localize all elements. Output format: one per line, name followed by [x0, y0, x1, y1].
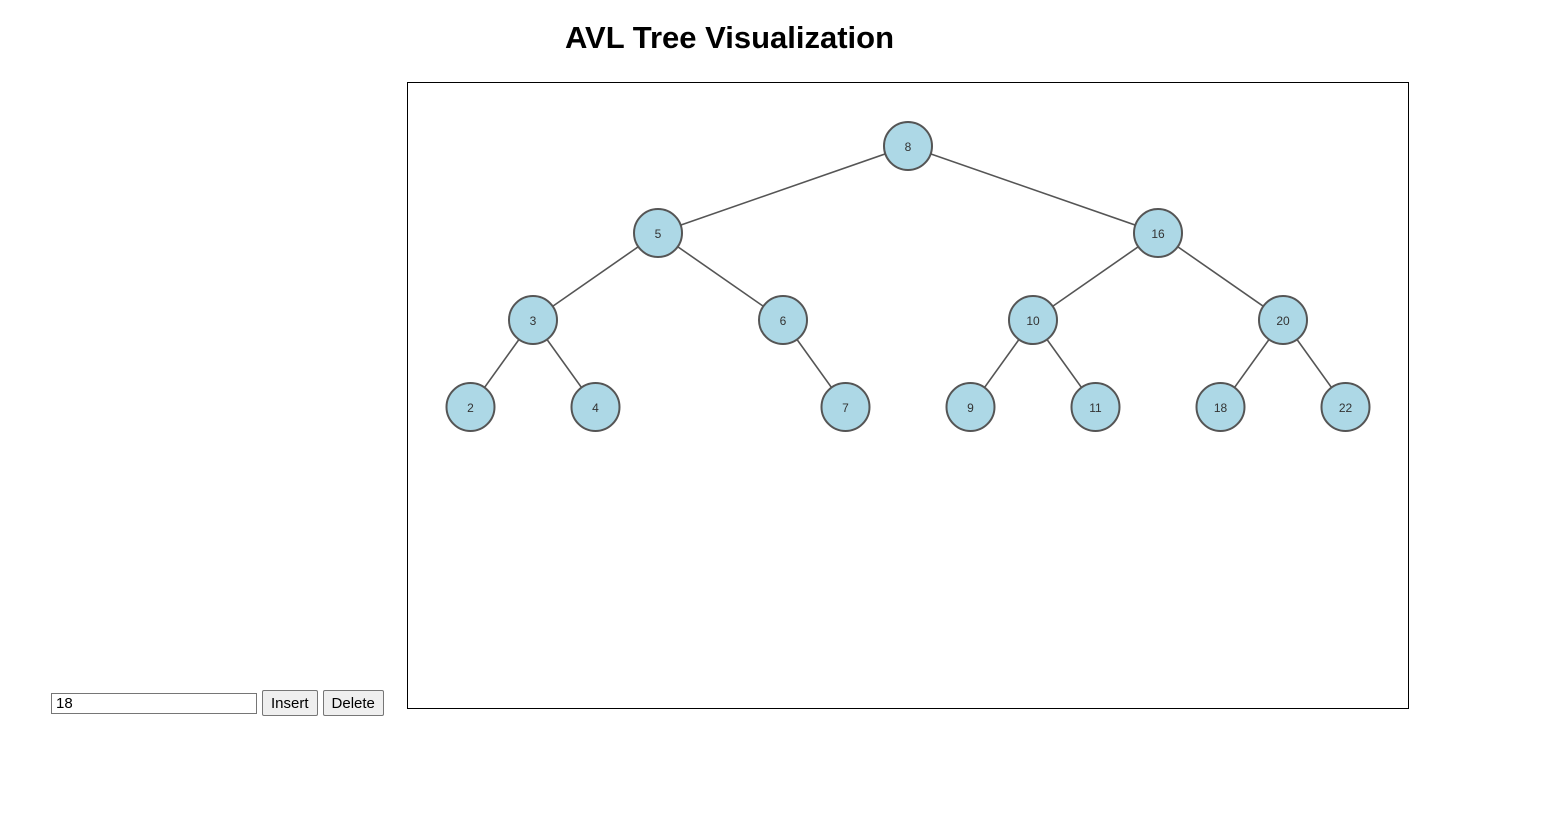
tree-node-10: 10 [1008, 295, 1058, 345]
tree-node-circle [633, 208, 683, 258]
tree-node-circle [820, 382, 871, 432]
tree-node-label: 18 [1214, 401, 1228, 415]
tree-node-label: 6 [780, 314, 787, 328]
delete-button[interactable]: Delete [322, 690, 384, 716]
tree-svg: 8 5 3 2 4 6 7 16 10 9 11 20 18 22 [445, 121, 1371, 432]
tree-node-circle [1195, 382, 1246, 432]
controls-bar: Insert Delete [51, 690, 384, 716]
tree-node-9: 9 [945, 382, 996, 432]
tree-node-label: 8 [905, 140, 912, 154]
tree-node-circle [758, 295, 808, 345]
tree-node-circle [508, 295, 558, 345]
tree-node-circle [445, 382, 496, 432]
tree-canvas: 8 5 3 2 4 6 7 16 10 9 11 20 18 22 [407, 82, 1409, 709]
tree-edge [657, 232, 784, 321]
value-input[interactable] [51, 692, 257, 714]
tree-node-circle [1008, 295, 1058, 345]
tree-node-circle [1070, 382, 1121, 432]
tree-node-label: 22 [1339, 401, 1353, 415]
tree-node-label: 20 [1276, 314, 1290, 328]
tree-node-label: 4 [592, 401, 599, 415]
tree-node-label: 11 [1089, 401, 1102, 415]
tree-edge [1032, 232, 1159, 321]
tree-node-circle [1320, 382, 1371, 432]
tree-node-3: 3 [508, 295, 558, 345]
tree-node-18: 18 [1195, 382, 1246, 432]
tree-node-label: 10 [1026, 314, 1040, 328]
tree-node-16: 16 [1133, 208, 1183, 258]
tree-node-2: 2 [445, 382, 496, 432]
tree-node-label: 2 [467, 401, 474, 415]
tree-node-6: 6 [758, 295, 808, 345]
tree-edge [657, 145, 909, 234]
tree-node-5: 5 [633, 208, 683, 258]
tree-node-label: 3 [530, 314, 537, 328]
tree-edge [1157, 232, 1284, 321]
tree-node-20: 20 [1258, 295, 1308, 345]
tree-node-circle [945, 382, 996, 432]
tree-nodes: 8 5 3 2 4 6 7 16 10 9 11 20 18 22 [445, 121, 1371, 432]
tree-node-label: 5 [655, 227, 662, 241]
page-title: AVL Tree Visualization [564, 20, 895, 55]
tree-edge [907, 145, 1159, 234]
tree-node-circle [570, 382, 621, 432]
tree-node-label: 16 [1151, 227, 1165, 241]
tree-node-circle [1133, 208, 1183, 258]
tree-node-label: 9 [967, 401, 974, 415]
tree-edge [532, 232, 659, 321]
tree-edges [469, 145, 1347, 408]
tree-node-circle [1258, 295, 1308, 345]
tree-node-7: 7 [820, 382, 871, 432]
tree-node-11: 11 [1070, 382, 1121, 432]
tree-node-4: 4 [570, 382, 621, 432]
tree-node-22: 22 [1320, 382, 1371, 432]
tree-node-circle [883, 121, 933, 171]
insert-button[interactable]: Insert [262, 690, 318, 716]
tree-node-8: 8 [883, 121, 933, 171]
tree-node-label: 7 [842, 401, 849, 415]
